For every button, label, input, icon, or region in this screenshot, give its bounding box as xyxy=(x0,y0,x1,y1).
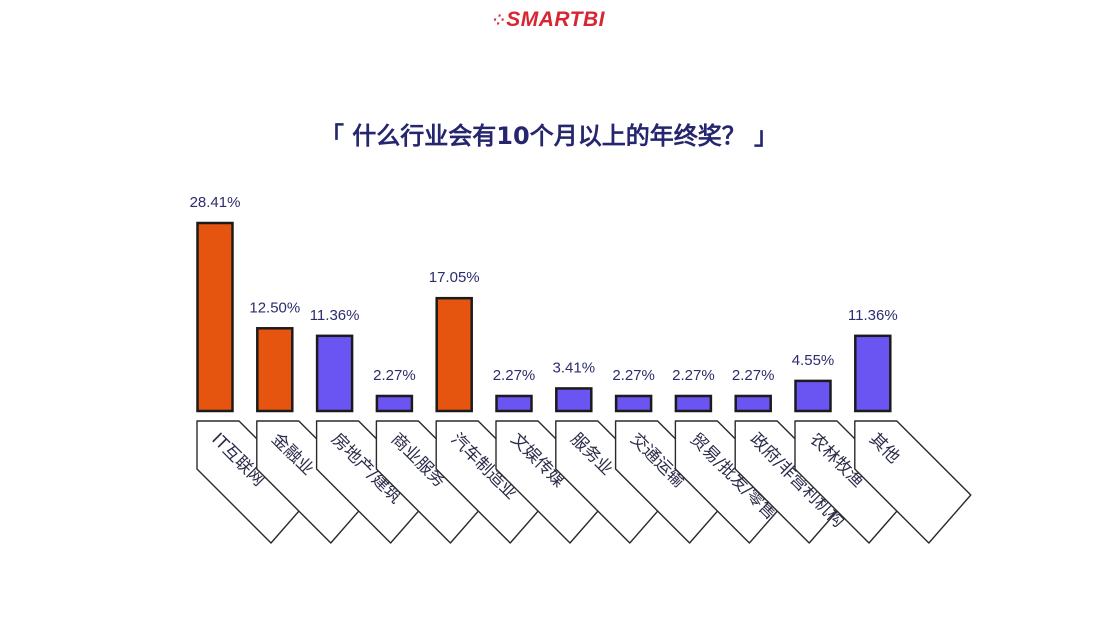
bar xyxy=(435,296,473,413)
category-tag-shape xyxy=(315,420,434,544)
category-tag: 服务业 xyxy=(555,420,673,544)
logo-text: SMARTBI xyxy=(506,8,605,31)
bar xyxy=(614,394,653,413)
category-tag-shape xyxy=(495,420,613,544)
value-label: 2.27% xyxy=(493,367,536,384)
value-label: 28.41% xyxy=(190,194,241,211)
category-tag-shape xyxy=(854,420,972,544)
category-tag: 文娱传媒 xyxy=(495,420,613,544)
bar xyxy=(196,221,234,413)
category-tag-shape xyxy=(734,420,852,544)
category-tag-shape xyxy=(375,420,494,544)
bar xyxy=(315,334,354,413)
bar xyxy=(555,387,593,413)
value-label: 2.27% xyxy=(672,367,715,384)
bar xyxy=(734,394,772,413)
bar xyxy=(256,327,294,413)
bar xyxy=(794,379,832,413)
bar xyxy=(854,334,892,413)
category-tag-shape xyxy=(794,420,912,544)
value-label: 17.05% xyxy=(429,269,480,286)
value-label: 11.36% xyxy=(310,307,360,324)
bar xyxy=(375,394,414,413)
value-label: 4.55% xyxy=(792,352,835,369)
category-tag: 其他 xyxy=(854,420,972,544)
value-label: 2.27% xyxy=(612,367,655,384)
category-tag: 金融业 xyxy=(256,420,374,544)
bar xyxy=(495,394,533,413)
bars xyxy=(196,221,892,413)
category-tag-shape xyxy=(555,420,673,544)
chart-title: 「 什么行业会有10个月以上的年终奖？ 」 xyxy=(319,122,779,150)
value-label: 2.27% xyxy=(732,367,775,384)
logo-mark: ⁘ xyxy=(492,11,506,28)
value-labels: 28.41% 12.50% 11.36% 2.27% 17.05% 2.27% 3.41% 2… xyxy=(190,194,898,384)
bar xyxy=(674,394,713,413)
value-label: 2.27% xyxy=(373,367,416,384)
value-label: 3.41% xyxy=(553,359,596,376)
value-label: 12.50% xyxy=(249,299,300,316)
smartbi-logo: ⁘SMARTBI xyxy=(0,8,1098,32)
value-label: 11.36% xyxy=(848,307,898,324)
category-tag-shape xyxy=(196,420,314,544)
category-tag-shape xyxy=(674,420,793,544)
category-tag-shape xyxy=(614,420,733,544)
category-tag-shape xyxy=(256,420,374,544)
category-tag-shape xyxy=(435,420,553,544)
